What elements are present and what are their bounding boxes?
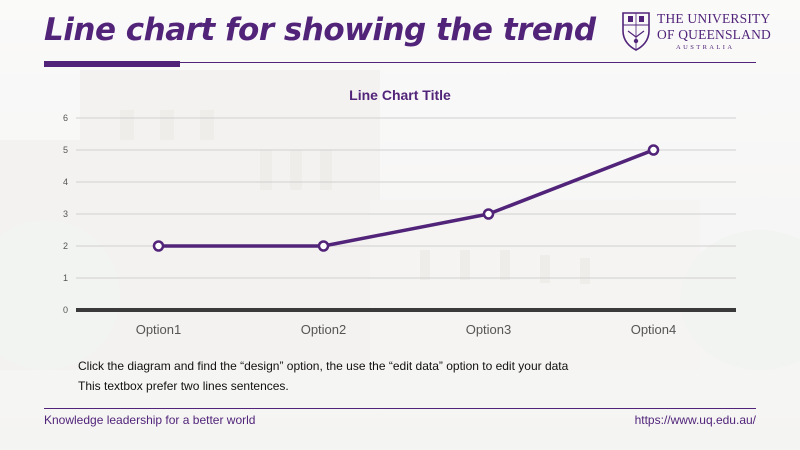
data-point[interactable] xyxy=(152,240,165,252)
uq-crest-icon xyxy=(622,12,650,51)
footer-divider xyxy=(44,408,756,409)
footer-tagline: Knowledge leadership for a better world xyxy=(44,413,256,427)
logo-line-1: THE UNIVERSITY xyxy=(657,11,771,26)
data-point[interactable] xyxy=(647,144,660,156)
y-tick-label: 6 xyxy=(63,113,68,123)
title-accent-bar xyxy=(44,61,180,67)
page-title: Line chart for showing the trend xyxy=(44,12,596,48)
y-tick-label: 2 xyxy=(63,241,68,251)
x-tick-label: Option4 xyxy=(631,322,677,337)
chart-title: Line Chart Title xyxy=(349,87,451,103)
logo-line-2: OF QUEENSLAND xyxy=(657,27,771,42)
series-line xyxy=(158,148,655,248)
y-tick-label: 4 xyxy=(63,177,68,187)
x-tick-label: Option1 xyxy=(136,322,182,337)
title-underline xyxy=(44,62,756,63)
data-point[interactable] xyxy=(317,240,330,252)
data-point[interactable] xyxy=(482,208,495,220)
university-logo: THE UNIVERSITY OF QUEENSLAND AUSTRALIA xyxy=(620,11,771,55)
logo-line-3: AUSTRALIA xyxy=(676,44,735,51)
instruction-line-1: Click the diagram and find the “design” … xyxy=(78,359,569,373)
y-tick-label: 1 xyxy=(63,273,68,283)
instruction-textbox: Click the diagram and find the “design” … xyxy=(78,356,568,396)
x-tick-label: Option2 xyxy=(301,322,347,337)
y-tick-label: 5 xyxy=(63,145,68,155)
instruction-line-2: This textbox prefer two lines sentences. xyxy=(78,379,289,393)
y-tick-label: 0 xyxy=(63,305,68,315)
x-tick-label: Option3 xyxy=(466,322,512,337)
y-tick-label: 3 xyxy=(63,209,68,219)
line-chart[interactable]: Line Chart Title 0 1 2 3 4 5 6 Option1 Option2 O… xyxy=(40,80,760,350)
footer-url-link[interactable]: https://www.uq.edu.au/ xyxy=(634,413,756,427)
